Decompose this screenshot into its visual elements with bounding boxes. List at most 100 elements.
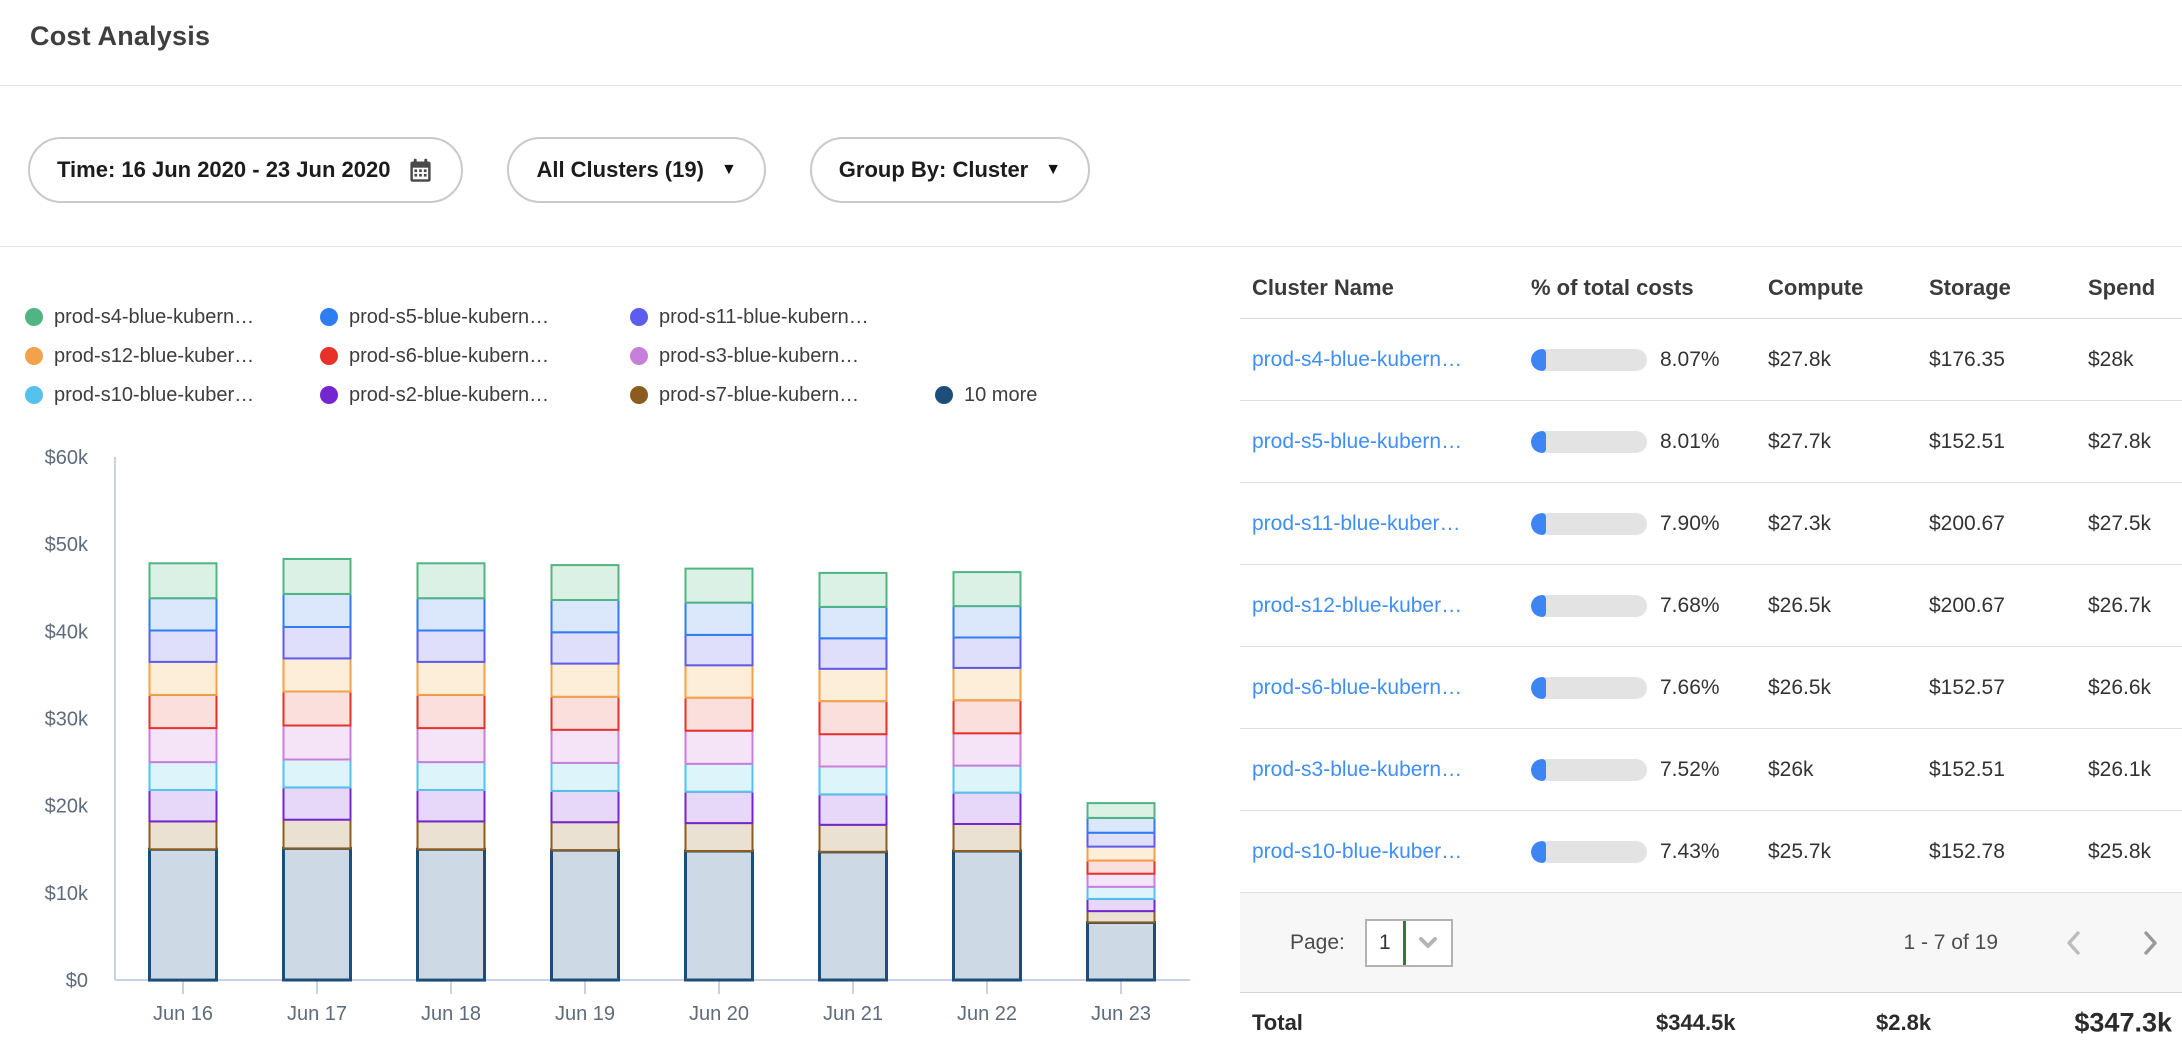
pagination-bar: Page: 1 1 - 7 of 19 [1240,893,2182,993]
bar-segment [284,627,351,658]
bar-segment [284,760,351,788]
svg-text:$10k: $10k [45,883,89,905]
legend-label: prod-s12-blue-kuber… [54,345,254,368]
bar-segment [954,637,1021,668]
compute-value: $26k [1768,758,1929,782]
total-compute-value: $344.5k [1656,1010,1736,1036]
section-divider [0,246,2182,247]
legend-label: prod-s4-blue-kubern… [54,306,254,329]
prev-page-button[interactable] [2060,928,2088,958]
filter-bar: Time: 16 Jun 2020 - 23 Jun 2020 All Clus… [28,137,1090,203]
bar-segment [284,820,351,849]
bar-segment [686,603,753,635]
chevron-down-icon [1406,937,1451,949]
bar-segment [820,852,887,980]
bar-segment [820,701,887,734]
bar-segment [284,787,351,819]
legend-item: prod-s4-blue-kubern… [25,306,320,329]
chart-legend: prod-s4-blue-kubern…prod-s5-blue-kubern…… [25,302,1037,419]
bar-segment [552,791,619,822]
compute-value: $26.5k [1768,594,1929,618]
storage-value: $200.67 [1929,594,2088,618]
legend-label: prod-s6-blue-kubern… [349,345,549,368]
legend-item: prod-s6-blue-kubern… [320,345,630,368]
compute-value: $26.5k [1768,676,1929,700]
bar-segment [1088,803,1155,818]
pct-value: 7.52% [1660,758,1720,782]
table-row: prod-s4-blue-kubern…8.07%$27.8k$176.35$2… [1240,319,2182,401]
cluster-link[interactable]: prod-s6-blue-kubern… [1252,676,1462,699]
col-compute: Compute [1768,275,1929,301]
time-range-filter[interactable]: Time: 16 Jun 2020 - 23 Jun 2020 [28,137,463,203]
bar-segment [1088,923,1155,981]
legend-dot-icon [320,386,338,404]
bar-segment [686,665,753,697]
bar-segment [150,631,217,662]
bar-segment [150,849,217,980]
bar-segment [1088,899,1155,911]
bar-segment [1088,818,1155,833]
col-pct-total: % of total costs [1531,275,1768,301]
pct-progress-fill [1531,431,1546,453]
bar-segment [552,565,619,600]
bar-segment [418,695,485,728]
pct-progress-bar [1531,349,1647,371]
bar-segment [284,692,351,726]
svg-text:$0: $0 [66,970,88,992]
clusters-filter-dropdown[interactable]: All Clusters (19) ▼ [507,137,765,203]
spend-value: $26.6k [2088,676,2182,700]
page-select[interactable]: 1 [1365,919,1453,967]
svg-text:Jun 19: Jun 19 [555,1003,615,1025]
cost-table: Cluster Name % of total costs Compute St… [1240,258,2182,1052]
storage-value: $176.35 [1929,348,2088,372]
legend-dot-icon [320,347,338,365]
bar-segment [686,698,753,731]
bar-segment [418,662,485,695]
bar-segment [284,559,351,594]
spend-value: $27.5k [2088,512,2182,536]
svg-text:$50k: $50k [45,534,89,556]
bar-segment [820,825,887,852]
bar-segment [686,823,753,851]
bar-segment [954,824,1021,851]
bar-segment [284,594,351,627]
bar-segment [552,730,619,763]
group-by-dropdown[interactable]: Group By: Cluster ▼ [810,137,1090,203]
bar-segment [150,728,217,762]
svg-text:Jun 20: Jun 20 [689,1003,749,1025]
bar-segment [1088,887,1155,899]
cluster-link[interactable]: prod-s12-blue-kuber… [1252,594,1462,617]
svg-text:$60k: $60k [45,447,89,469]
bar-segment [150,695,217,728]
next-page-button[interactable] [2136,928,2164,958]
table-row: prod-s12-blue-kuber…7.68%$26.5k$200.67$2… [1240,565,2182,647]
legend-dot-icon [630,308,648,326]
legend-item: prod-s3-blue-kubern… [630,345,935,368]
chevron-down-icon: ▼ [1045,162,1061,178]
cluster-link[interactable]: prod-s3-blue-kubern… [1252,758,1462,781]
table-header: Cluster Name % of total costs Compute St… [1240,258,2182,319]
col-storage: Storage [1929,275,2088,301]
page-label: Page: [1290,931,1345,955]
time-range-label: Time: 16 Jun 2020 - 23 Jun 2020 [57,157,390,183]
legend-dot-icon [630,347,648,365]
pct-progress-fill [1531,841,1546,863]
cluster-link[interactable]: prod-s5-blue-kubern… [1252,430,1462,453]
pct-progress-bar [1531,431,1647,453]
bar-segment [1088,874,1155,887]
cluster-link[interactable]: prod-s4-blue-kubern… [1252,348,1462,371]
bar-segment [418,849,485,980]
spend-value: $28k [2088,348,2182,372]
pct-progress-fill [1531,759,1546,781]
svg-text:$40k: $40k [45,621,89,643]
bar-segment [552,697,619,730]
legend-label: prod-s2-blue-kubern… [349,384,549,407]
pct-value: 7.43% [1660,840,1720,864]
cluster-link[interactable]: prod-s10-blue-kuber… [1252,840,1462,863]
pct-value: 8.07% [1660,348,1720,372]
page-header: Cost Analysis [0,0,2182,86]
pct-progress-fill [1531,595,1546,617]
bar-segment [284,848,351,980]
cluster-link[interactable]: prod-s11-blue-kuber… [1252,512,1461,535]
spend-value: $25.8k [2088,840,2182,864]
